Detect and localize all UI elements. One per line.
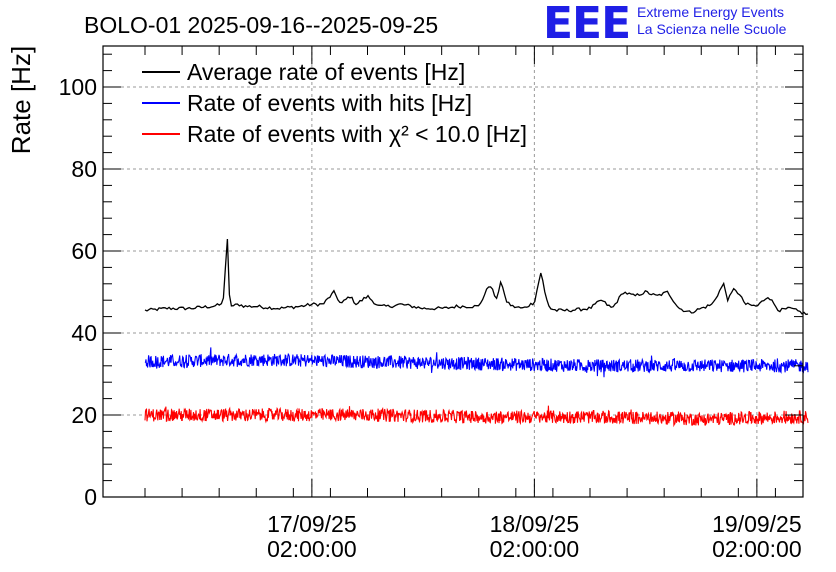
- eee-logo-mark: EEE: [543, 0, 631, 49]
- x-tick-labels: 17/09/2502:00:0018/09/2502:00:0019/09/25…: [267, 511, 802, 562]
- x-tick-time: 02:00:00: [490, 536, 580, 562]
- x-tick-time: 02:00:00: [712, 536, 802, 562]
- plot-frame: [102, 45, 804, 498]
- y-tick-labels: 0 20 40 60 80 100: [59, 74, 97, 510]
- chart-title: BOLO-01 2025-09-16--2025-09-25: [84, 12, 438, 38]
- logo-line-2: La Scienza nelle Scuole: [637, 21, 787, 37]
- series-line-3: [144, 405, 809, 428]
- y-tick-label: 100: [59, 74, 97, 100]
- legend-label-3: Rate of events with χ² < 10.0 [Hz]: [187, 121, 527, 147]
- y-tick-label: 20: [71, 402, 97, 428]
- x-tick-date: 18/09/25: [490, 511, 580, 537]
- y-axis-label: Rate [Hz]: [6, 46, 36, 154]
- y-tick-label: 0: [84, 484, 97, 510]
- x-tick-date: 19/09/25: [712, 511, 802, 537]
- plot-border: [102, 45, 804, 498]
- y-tick-label: 80: [71, 156, 97, 182]
- logo-line-1: Extreme Energy Events: [637, 4, 785, 20]
- grid: [103, 46, 803, 497]
- legend-label-2: Rate of events with hits [Hz]: [187, 90, 472, 116]
- series-line-1: [144, 238, 809, 316]
- y-tick-label: 40: [71, 320, 97, 346]
- logo-caption: Extreme Energy Events La Scienza nelle S…: [637, 4, 786, 38]
- eee-logo: EEE: [543, 0, 631, 49]
- legend-label-1: Average rate of events [Hz]: [187, 59, 465, 85]
- y-tick-label: 60: [71, 238, 97, 264]
- legend: Average rate of events [Hz] Rate of event…: [142, 59, 527, 147]
- x-tick-time: 02:00:00: [267, 536, 357, 562]
- x-tick-date: 17/09/25: [267, 511, 357, 537]
- series-line-2: [144, 347, 809, 378]
- series-lines: [144, 238, 809, 428]
